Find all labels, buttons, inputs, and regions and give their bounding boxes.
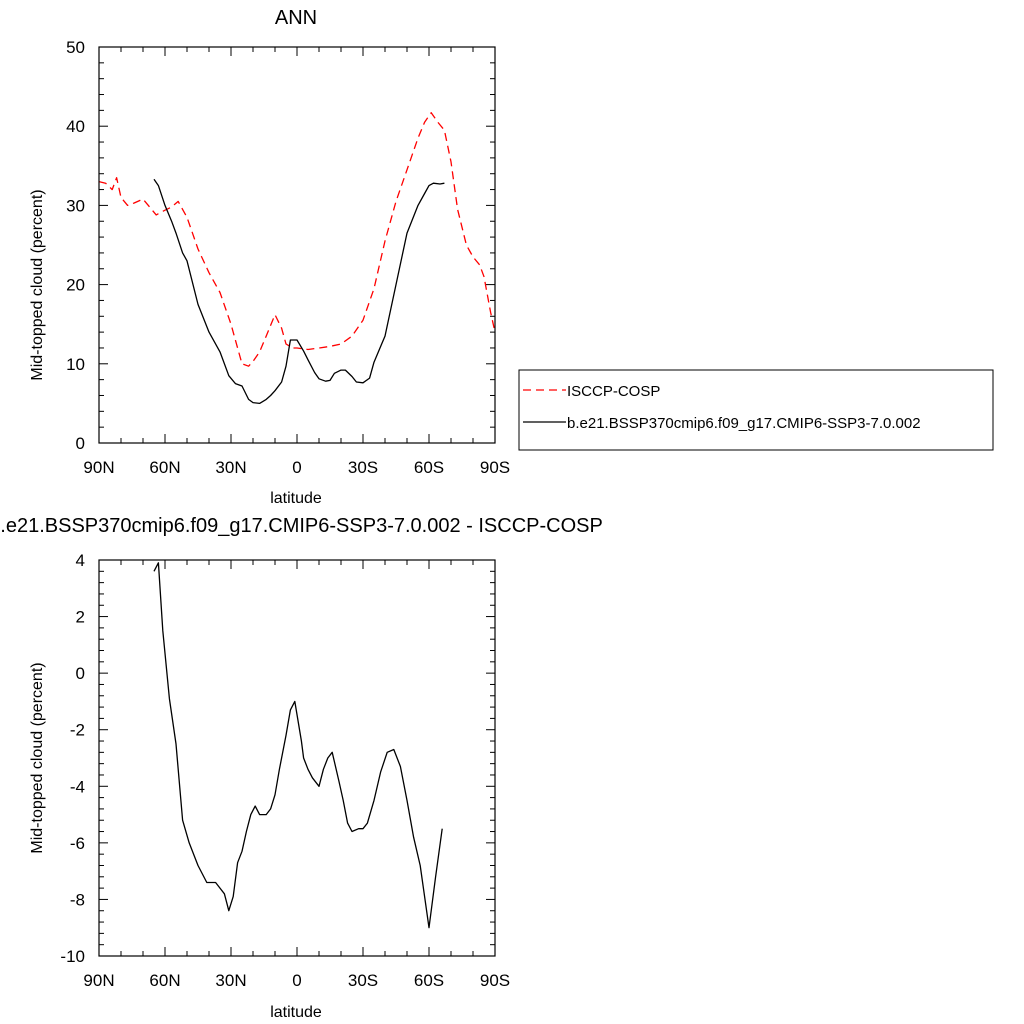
y-tick-label: 2 [76,608,85,627]
y-axis-label: Mid-topped cloud (percent) [29,189,46,380]
x-tick-label: 30N [215,458,246,477]
x-tick-label: 30N [215,971,246,990]
legend-label-model: b.e21.BSSP370cmip6.f09_g17.CMIP6-SSP3-7.… [567,415,921,432]
y-tick-label: -2 [70,721,85,740]
x-tick-label: 60S [414,458,444,477]
x-tick-label: 60S [414,971,444,990]
x-tick-label: 90S [480,458,510,477]
y-tick-label: 30 [66,196,85,215]
series-line-1 [153,178,445,405]
difference-panel: b.e21.BSSP370cmip6.f09_g17.CMIP6-SSP3-7.… [0,515,603,1021]
x-tick-label: 90N [83,971,114,990]
x-tick-label: 60N [149,458,180,477]
y-tick-label: 0 [76,434,85,453]
plot-lines [98,112,496,405]
x-tick-label: 90N [83,458,114,477]
legend: ISCCP-COSP b.e21.BSSP370cmip6.f09_g17.CM… [518,369,994,451]
x-axis-label: latitude [270,490,322,507]
axis-ticks: 90N 60N 30N 0 30S 60S 90S 0 10 20 30 40 50 [66,38,510,477]
legend-label-isccp: ISCCP-COSP [567,383,660,400]
zonal-mean-panel: ANN Mid-topped cloud (percent) latitude … [29,7,510,507]
x-tick-label: 90S [480,971,510,990]
plot-frame [98,46,496,444]
chart-title: ANN [275,7,317,29]
y-tick-label: 10 [66,355,85,374]
x-tick-label: 30S [348,971,378,990]
y-axis-label: Mid-topped cloud (percent) [29,662,46,853]
legend-box [518,369,994,451]
plot-lines [153,562,443,929]
x-tick-label: 0 [292,971,301,990]
y-tick-label: 50 [66,38,85,57]
chart-title: b.e21.BSSP370cmip6.f09_g17.CMIP6-SSP3-7.… [0,515,603,537]
y-tick-label: 20 [66,276,85,295]
y-tick-label: 4 [76,551,85,570]
x-tick-label: 0 [292,458,301,477]
x-tick-label: 30S [348,458,378,477]
y-tick-label: 40 [66,117,85,136]
y-tick-label: -8 [70,890,85,909]
x-axis-label: latitude [270,1004,322,1021]
axis-ticks: 90N 60N 30N 0 30S 60S 90S -10 -8 -6 -4 -2 0 2 4 [60,551,510,990]
plot-frame [98,559,496,957]
x-tick-label: 60N [149,971,180,990]
y-tick-label: 0 [76,664,85,683]
y-tick-label: -4 [70,777,85,796]
series-line-0 [98,112,496,367]
y-tick-label: -6 [70,834,85,853]
y-tick-label: -10 [60,947,85,966]
series-line-0 [153,562,443,929]
